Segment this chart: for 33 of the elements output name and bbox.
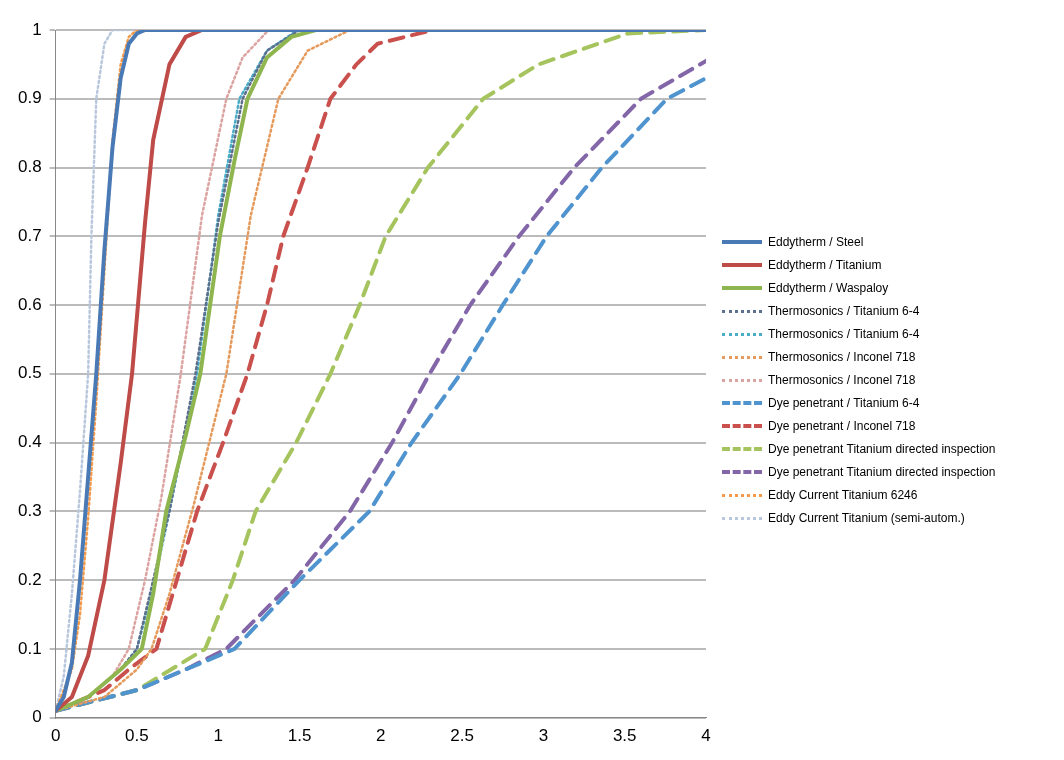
y-tick-label: 0.3 [17, 501, 42, 521]
y-tick-label: 0.8 [17, 157, 42, 177]
x-tick-label: 1.5 [287, 726, 312, 746]
legend-label: Thermosonics / Titanium 6-4 [768, 327, 920, 341]
legend-label: Thermosonics / Inconel 718 [768, 350, 916, 364]
x-tick-label: 2.5 [450, 726, 474, 746]
legend-label: Dye penetrant Titanium directed inspection [768, 442, 996, 456]
y-tick-label: 0.2 [17, 569, 42, 589]
legend-label: Eddy Current Titanium 6246 [768, 488, 918, 502]
legend-label: Thermosonics / Inconel 718 [768, 373, 916, 387]
legend-label: Eddytherm / Titanium [768, 258, 882, 272]
y-tick-label: 0.4 [17, 432, 42, 452]
legend-label: Dye penetrant / Inconel 718 [768, 419, 916, 433]
y-tick-label: 0.5 [17, 363, 42, 383]
legend-label: Eddytherm / Steel [768, 235, 864, 249]
legend-label: Eddy Current Titanium (semi-autom.) [768, 511, 965, 525]
x-tick-label: 3 [538, 726, 549, 746]
legend-label: Dye penetrant Titanium directed inspection [768, 465, 996, 479]
legend-label: Eddytherm / Waspaloy [768, 281, 889, 295]
x-tick-label: 1 [213, 726, 223, 746]
legend-label: Thermosonics / Titanium 6-4 [768, 304, 920, 318]
x-tick-label: 3.5 [612, 726, 637, 746]
x-tick-label: 0 [50, 726, 61, 746]
y-tick-label: 0.9 [17, 88, 42, 108]
y-tick-label: 0.1 [17, 638, 42, 658]
y-tick-label: 0.6 [17, 294, 42, 314]
x-tick-label: 0.5 [125, 726, 149, 746]
y-tick-label: 0.7 [17, 225, 42, 245]
legend-label: Dye penetrant / Titanium 6-4 [768, 396, 920, 410]
x-tick-label: 4 [701, 726, 711, 746]
x-tick-label: 2 [376, 726, 386, 746]
y-tick-label: 0 [32, 707, 42, 727]
y-tick-label: 1 [32, 19, 42, 39]
